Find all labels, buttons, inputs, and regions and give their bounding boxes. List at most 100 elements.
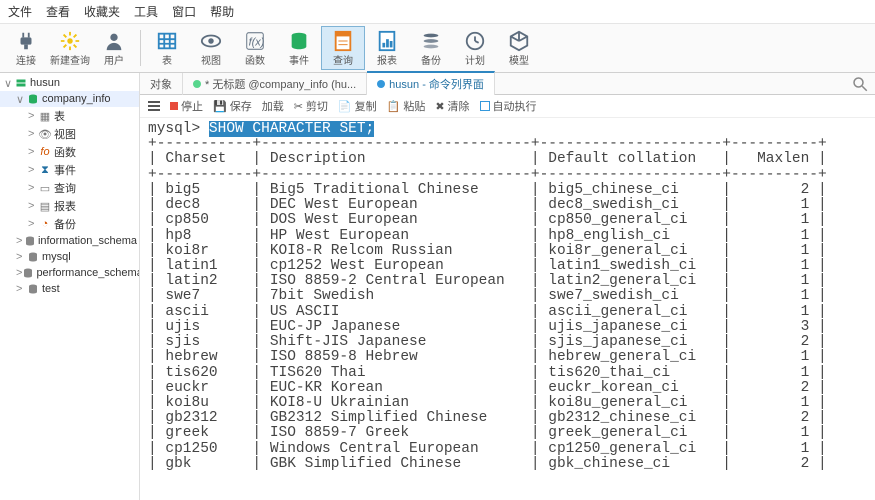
paste-button[interactable]: 📋 粘贴 — [387, 98, 426, 114]
tool-stack[interactable]: 备份 — [409, 26, 453, 70]
tree-item[interactable]: >▤报表 — [0, 197, 139, 215]
tree-twisty[interactable]: ∨ — [4, 77, 14, 90]
tree-item[interactable]: ∨husun — [0, 75, 139, 91]
tree-label: 查询 — [54, 180, 76, 196]
tree-twisty[interactable]: > — [28, 218, 38, 230]
sheet-icon — [332, 30, 354, 52]
svg-text:f(x): f(x) — [249, 36, 265, 48]
clear-label: 清除 — [448, 98, 470, 114]
tool-label: 计划 — [465, 52, 485, 67]
load-button[interactable]: 加载 — [262, 98, 284, 114]
tool-label: 查询 — [333, 52, 353, 67]
tool-label: 视图 — [201, 52, 221, 67]
save-label: 保存 — [230, 98, 252, 114]
tool-label: 报表 — [377, 52, 397, 67]
tool-label: 新建查询 — [50, 52, 90, 67]
cube-icon — [508, 30, 530, 52]
report-icon — [376, 30, 398, 52]
tool-spark[interactable]: 新建查询 — [48, 26, 92, 70]
tree-twisty[interactable]: > — [28, 146, 38, 158]
db-icon — [288, 30, 310, 52]
tool-clock[interactable]: 计划 — [453, 26, 497, 70]
tree-label: 表 — [54, 108, 65, 124]
tool-sheet[interactable]: 查询 — [321, 26, 365, 70]
tree-twisty[interactable]: > — [16, 283, 26, 295]
fx-icon: f(x) — [244, 30, 266, 52]
editor-tab[interactable]: husun - 命令列界面 — [367, 71, 495, 95]
tree-label: 备份 — [54, 216, 76, 232]
tree-twisty[interactable]: > — [28, 164, 38, 176]
editor-tab[interactable]: 对象 — [140, 73, 183, 95]
tree-twisty[interactable]: > — [28, 182, 38, 194]
tree-item[interactable]: >fo函数 — [0, 143, 139, 161]
stop-label: 停止 — [181, 98, 203, 114]
tree-icon — [26, 282, 40, 296]
query-toolbar: 停止 💾 保存 加载 ✂ 剪切 📄 复制 📋 粘贴 ✖ 清除 自动执行 — [140, 95, 875, 118]
tool-eye[interactable]: 视图 — [189, 26, 233, 70]
menu-item[interactable]: 收藏夹 — [84, 3, 120, 20]
stack-icon — [420, 30, 442, 52]
menu-item[interactable]: 帮助 — [210, 3, 234, 20]
tool-user[interactable]: 用户 — [92, 26, 136, 70]
tree-item[interactable]: >👁视图 — [0, 125, 139, 143]
save-button[interactable]: 💾 保存 — [213, 98, 252, 114]
tree-twisty[interactable]: > — [28, 110, 38, 122]
sql-console[interactable]: mysql> SHOW CHARACTER SET; +-----------+… — [140, 118, 875, 500]
tree-item[interactable]: >information_schema — [0, 233, 139, 249]
tree-item[interactable]: >performance_schema — [0, 265, 139, 281]
copy-button[interactable]: 📄 复制 — [338, 98, 377, 114]
copy-label: 复制 — [355, 98, 377, 114]
tree-label: mysql — [42, 251, 71, 263]
menu-item[interactable]: 窗口 — [172, 3, 196, 20]
tab-label: 对象 — [150, 76, 172, 92]
tree-item[interactable]: >▦表 — [0, 107, 139, 125]
tree-item[interactable]: > mysql — [0, 249, 139, 265]
tool-cube[interactable]: 模型 — [497, 26, 541, 70]
tree-twisty[interactable]: > — [28, 128, 38, 140]
auto-label: 自动执行 — [493, 98, 537, 114]
tool-report[interactable]: 报表 — [365, 26, 409, 70]
tool-table[interactable]: 表 — [145, 26, 189, 70]
tool-label: 备份 — [421, 52, 441, 67]
tree-twisty[interactable]: > — [28, 200, 38, 212]
tree-icon — [26, 250, 40, 264]
search-icon[interactable] — [851, 75, 869, 93]
tree-item[interactable]: >◔备份 — [0, 215, 139, 233]
editor-tab[interactable]: * 无标题 @company_info (hu... — [183, 73, 367, 95]
tree-icon: 👁 — [38, 127, 52, 141]
tree-item[interactable]: ∨ company_info — [0, 91, 139, 107]
tree-icon: fo — [38, 145, 52, 159]
editor-tabs: 对象 * 无标题 @company_info (hu... husun - 命令列界… — [140, 73, 875, 95]
tree-label: company_info — [42, 93, 111, 105]
tab-status-dot — [377, 80, 385, 88]
tree-label: performance_schema — [36, 267, 140, 279]
tree-icon — [22, 266, 34, 280]
connection-tree: ∨husun∨company_info>▦表>👁视图>fo函数>⧗事件>▭查询>… — [0, 73, 140, 500]
menu-item[interactable]: 工具 — [134, 3, 158, 20]
eye-icon — [200, 30, 222, 52]
paste-label: 粘贴 — [403, 98, 425, 114]
tool-label: 表 — [162, 52, 172, 67]
tree-label: test — [42, 283, 60, 295]
tool-db[interactable]: 事件 — [277, 26, 321, 70]
menu-item[interactable]: 查看 — [46, 3, 70, 20]
clear-button[interactable]: ✖ 清除 — [435, 98, 469, 114]
tree-item[interactable]: > test — [0, 281, 139, 297]
tool-plug[interactable]: 连接 — [4, 26, 48, 70]
tool-fx[interactable]: f(x)函数 — [233, 26, 277, 70]
tree-icon: ◔ — [38, 217, 52, 231]
stop-button[interactable]: 停止 — [170, 98, 203, 114]
auto-exec-toggle[interactable]: 自动执行 — [480, 98, 537, 114]
tree-twisty[interactable]: > — [16, 235, 24, 247]
hamburger-icon[interactable] — [148, 101, 160, 111]
tree-icon: ▦ — [38, 109, 52, 123]
tree-item[interactable]: >⧗事件 — [0, 161, 139, 179]
menu-item[interactable]: 文件 — [8, 3, 32, 20]
tree-twisty[interactable]: > — [16, 251, 26, 263]
tab-label: husun - 命令列界面 — [389, 76, 484, 92]
tree-icon — [26, 92, 40, 106]
cut-button[interactable]: ✂ 剪切 — [294, 98, 328, 114]
tree-label: 视图 — [54, 126, 76, 142]
tree-item[interactable]: >▭查询 — [0, 179, 139, 197]
tree-twisty[interactable]: ∨ — [16, 93, 26, 106]
